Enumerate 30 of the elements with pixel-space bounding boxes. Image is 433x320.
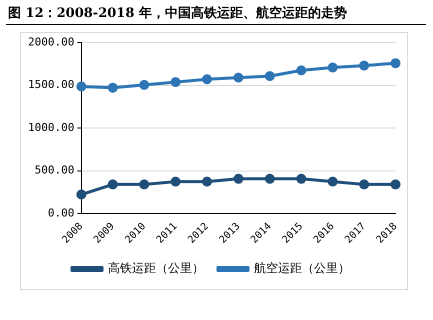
point	[202, 74, 212, 84]
point	[359, 179, 370, 190]
point	[139, 179, 150, 190]
point	[233, 72, 244, 83]
point	[202, 176, 212, 187]
legend-label: 高铁运距（公里）	[108, 261, 204, 276]
point	[139, 80, 150, 90]
point	[264, 71, 275, 82]
point	[328, 176, 338, 187]
point	[390, 58, 401, 68]
y-tick-label: 500.00	[34, 164, 74, 177]
legend-label: 航空运距（公里）	[254, 261, 350, 276]
point	[296, 65, 306, 76]
point	[390, 179, 401, 190]
y-tick-label: 0.00	[48, 206, 74, 220]
point	[170, 77, 181, 88]
y-tick-label: 2000.00	[28, 35, 74, 48]
point	[328, 62, 338, 73]
point	[264, 174, 275, 184]
point	[233, 174, 244, 184]
chart-title: 图 12：2008-2018 年，中国高铁运距、航空运距的走势	[8, 4, 347, 22]
point	[170, 176, 181, 187]
point	[359, 60, 370, 71]
point	[108, 179, 118, 190]
point	[76, 190, 86, 200]
y-tick-label: 1500.00	[28, 78, 74, 92]
point	[108, 82, 118, 93]
point	[76, 82, 86, 92]
point	[296, 174, 306, 184]
y-tick-label: 1000.00	[28, 120, 74, 134]
